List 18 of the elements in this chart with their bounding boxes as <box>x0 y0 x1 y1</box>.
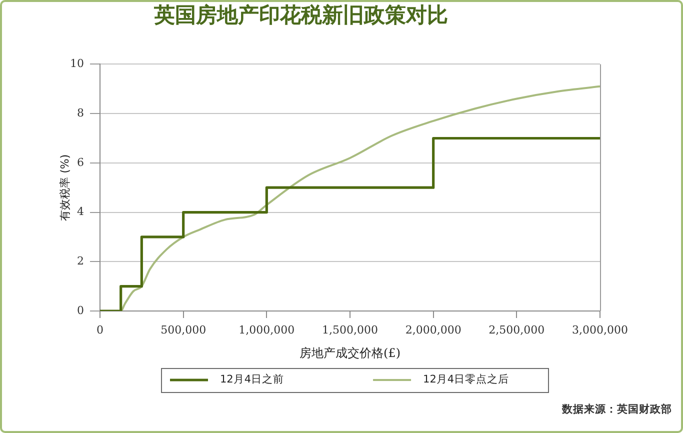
legend-label: 12月4日之前 <box>220 372 284 386</box>
y-tick-label: 6 <box>77 156 84 169</box>
legend-label: 12月4日零点之后 <box>423 372 510 386</box>
x-tick-label: 0 <box>96 323 104 336</box>
x-tick-label: 3,000,000 <box>572 323 628 336</box>
x-tick-label: 1,000,000 <box>238 323 295 336</box>
y-tick-label: 4 <box>77 205 84 218</box>
y-tick-label: 10 <box>70 57 84 70</box>
x-tick-label: 1,500,000 <box>322 323 378 336</box>
x-tick-label: 2,500,000 <box>488 323 545 336</box>
y-tick-label: 8 <box>77 106 84 120</box>
y-axis-title: 有效税率 (%) <box>58 154 72 221</box>
x-tick-label: 2,000,000 <box>405 323 462 336</box>
y-tick-label: 2 <box>77 254 84 268</box>
y-tick-label: 0 <box>77 304 84 317</box>
x-tick-label: 500,000 <box>160 323 206 336</box>
source-note: 数据来源：英国财政部 <box>561 402 672 416</box>
chart-title: 英国房地产印花税新旧政策对比 <box>153 3 448 28</box>
